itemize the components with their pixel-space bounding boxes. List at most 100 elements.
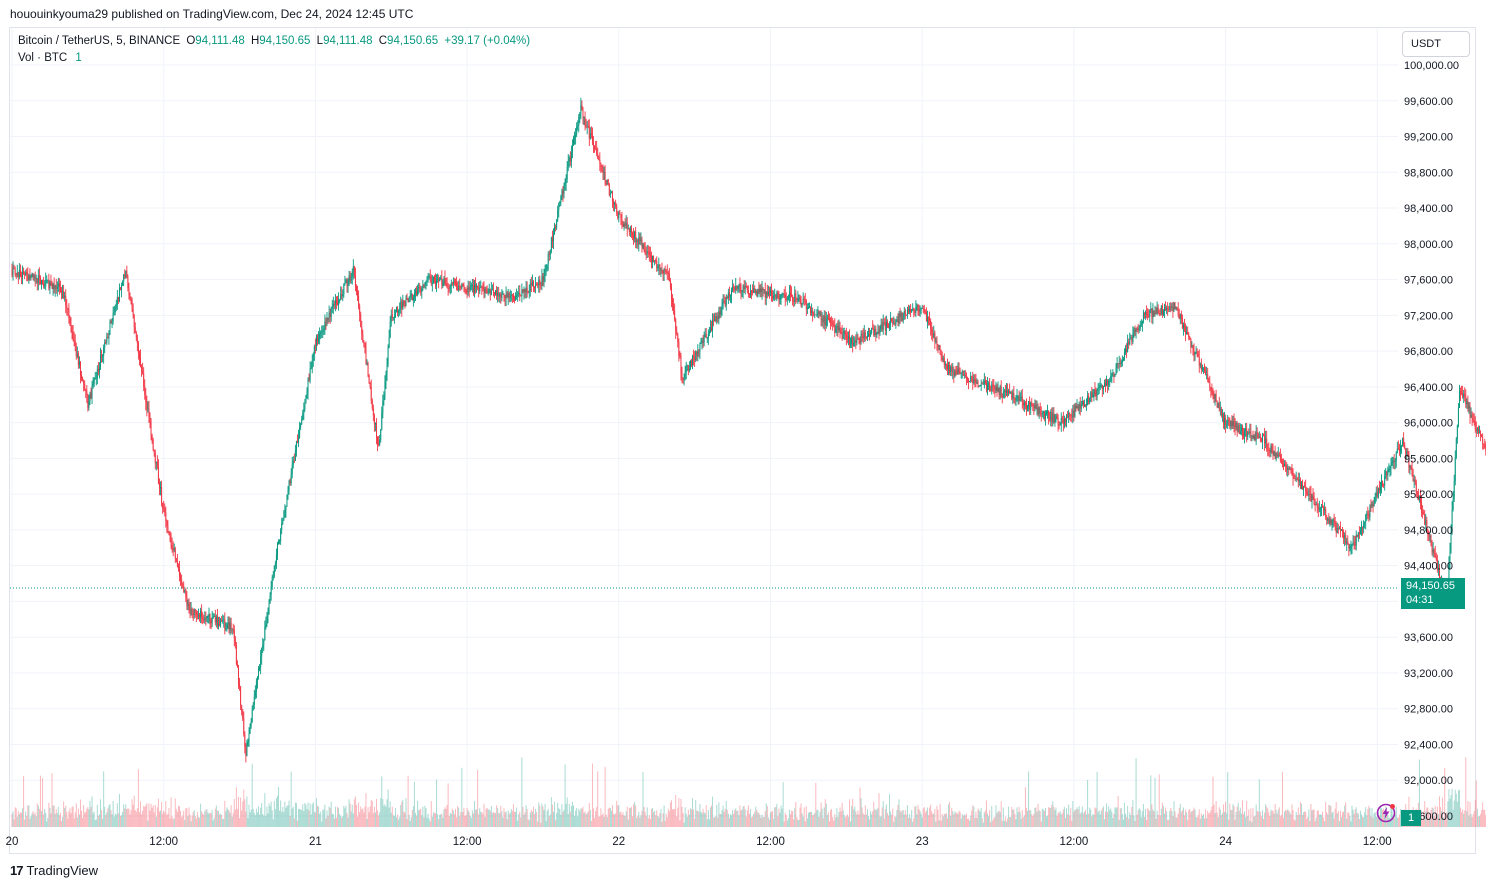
volume-bar [716,804,718,827]
candle-body [410,293,412,297]
candle-body [1018,395,1020,401]
volume-bar [1350,821,1352,827]
volume-bar [161,802,163,827]
candle-body [726,297,728,298]
volume-bar [905,814,907,827]
volume-bar [314,812,316,827]
candle-body [1254,435,1256,440]
candle-body [110,321,112,324]
volume-bar [621,814,623,827]
volume-bar [748,813,750,827]
volume-bar [1135,758,1137,827]
candle-body [582,108,584,119]
volume-bar [1140,817,1142,827]
volume-bar [1364,812,1366,827]
volume-bar [869,819,871,827]
candle-body [968,378,970,382]
volume-bar [450,813,452,827]
candle-body [270,586,272,595]
volume-bar [1273,813,1275,827]
candle-body [122,281,124,286]
volume-bar [544,803,546,827]
volume-bar [169,818,171,827]
candle-body [530,283,532,286]
candle-body [73,338,75,341]
candle-body [1404,444,1406,448]
volume-bar [872,811,874,827]
candle-body [479,286,481,292]
volume-bar [236,808,238,827]
volume-bar [510,809,512,827]
volume-bar [1145,809,1147,827]
candle-body [187,604,189,606]
candle-body [224,619,226,630]
volume-bar [1279,816,1281,827]
volume-bar [116,803,118,827]
candle-body [596,148,598,154]
volume-bar [220,813,222,827]
candle-body [598,159,600,160]
volume-bar [742,806,744,827]
candle-body [627,228,629,230]
candle-body [669,281,671,287]
volume-bar [1032,816,1034,827]
volume-bar [235,787,237,827]
volume-bar [304,802,306,827]
candle-body [890,318,892,324]
volume-bar [951,807,953,827]
candle-body [1097,387,1099,391]
volume-bar [810,811,812,827]
volume-bar [231,816,233,827]
volume-bar [1469,801,1471,827]
volume-bar [943,813,945,827]
volume-bar [1292,810,1294,827]
volume-bar [1072,801,1074,827]
candle-body [1076,406,1078,409]
volume-bar [232,812,234,827]
candle-body [835,328,837,333]
volume-bar [1173,801,1175,827]
candle-body [1002,392,1004,397]
candle-body [678,342,680,356]
volume-bar [292,806,294,827]
volume-bar [389,801,391,827]
candle-body [602,167,604,173]
candle-body [493,292,495,295]
candle-body [1383,484,1385,486]
candle-body [293,460,295,462]
volume-bar [775,807,777,827]
volume-bar [707,809,709,827]
candle-body [1194,352,1196,355]
volume-bar [164,812,166,827]
volume-bar [301,809,303,827]
candle-body [339,299,341,301]
candle-body [92,384,94,387]
volume-bar [1338,821,1340,827]
candle-body [1257,433,1259,438]
volume-bar [210,813,212,827]
volume-bar [989,810,991,827]
volume-bar [817,809,819,827]
volume-bar [129,814,131,827]
candle-body [121,285,123,290]
volume-bar [844,817,846,827]
candle-body [233,629,235,639]
candle-body [1355,535,1357,546]
volume-bar [696,810,698,827]
volume-bar [1355,807,1357,827]
volume-bar [717,817,719,827]
volume-bar [380,798,382,827]
volume-bar [135,811,137,827]
candle-body [329,312,331,318]
candle-body [484,289,486,294]
volume-bar [184,819,186,827]
candle-body [1048,410,1050,419]
candle-body [360,314,362,327]
candle-body [997,387,999,391]
volume-bar [491,812,493,827]
volume-bar [751,817,753,827]
candle-body [736,285,738,289]
volume-bar [1334,808,1336,827]
volume-bar [1120,807,1122,827]
